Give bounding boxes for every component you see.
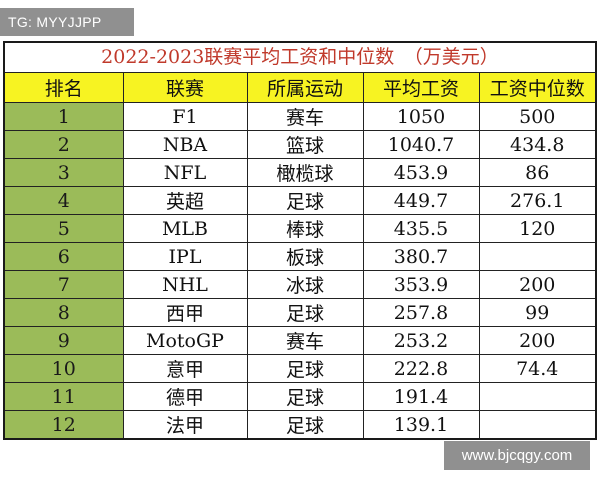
cell-league: 英超: [122, 186, 248, 215]
table-row: 5 MLB 棒球 435.5 120: [5, 214, 595, 243]
cell-rank: 6: [5, 242, 124, 271]
cell-avg-salary: 353.9: [362, 270, 480, 299]
cell-league: F1: [122, 102, 248, 131]
cell-sport: 橄榄球: [246, 158, 364, 187]
cell-avg-salary: 1040.7: [362, 130, 480, 159]
cell-sport: 足球: [246, 354, 364, 383]
cell-median-salary: [478, 242, 595, 271]
cell-avg-salary: 257.8: [362, 298, 480, 327]
cell-sport: 足球: [246, 410, 364, 438]
table-row: 11 德甲 足球 191.4: [5, 382, 595, 411]
cell-rank: 2: [5, 130, 124, 159]
cell-rank: 8: [5, 298, 124, 327]
cell-sport: 足球: [246, 298, 364, 327]
cell-league: MotoGP: [122, 326, 248, 355]
cell-avg-salary: 1050: [362, 102, 480, 131]
cell-sport: 棒球: [246, 214, 364, 243]
cell-rank: 1: [5, 102, 124, 131]
table-row: 8 西甲 足球 257.8 99: [5, 298, 595, 327]
cell-league: NBA: [122, 130, 248, 159]
cell-league: NHL: [122, 270, 248, 299]
cell-avg-salary: 380.7: [362, 242, 480, 271]
cell-avg-salary: 435.5: [362, 214, 480, 243]
table-row: 9 MotoGP 赛车 253.2 200: [5, 326, 595, 355]
cell-sport: 板球: [246, 242, 364, 271]
cell-rank: 11: [5, 382, 124, 411]
cell-median-salary: 200: [478, 326, 595, 355]
cell-sport: 赛车: [246, 102, 364, 131]
cell-avg-salary: 449.7: [362, 186, 480, 215]
table-row: 1 F1 赛车 1050 500: [5, 102, 595, 131]
cell-median-salary: 120: [478, 214, 595, 243]
cell-league: IPL: [122, 242, 248, 271]
cell-median-salary: 500: [478, 102, 595, 131]
cell-league: 法甲: [122, 410, 248, 438]
table-row: 2 NBA 篮球 1040.7 434.8: [5, 130, 595, 159]
table-row: 10 意甲 足球 222.8 74.4: [5, 354, 595, 383]
cell-median-salary: 434.8: [478, 130, 595, 159]
table-row: 3 NFL 橄榄球 453.9 86: [5, 158, 595, 187]
cell-league: 德甲: [122, 382, 248, 411]
header-rank: 排名: [5, 73, 124, 103]
cell-median-salary: 200: [478, 270, 595, 299]
header-sport: 所属运动: [246, 73, 364, 103]
cell-league: 意甲: [122, 354, 248, 383]
cell-sport: 篮球: [246, 130, 364, 159]
cell-rank: 5: [5, 214, 124, 243]
cell-rank: 9: [5, 326, 124, 355]
cell-avg-salary: 453.9: [362, 158, 480, 187]
cell-sport: 赛车: [246, 326, 364, 355]
cell-rank: 12: [5, 410, 124, 438]
cell-league: NFL: [122, 158, 248, 187]
cell-avg-salary: 253.2: [362, 326, 480, 355]
cell-rank: 3: [5, 158, 124, 187]
cell-sport: 足球: [246, 382, 364, 411]
table-row: 7 NHL 冰球 353.9 200: [5, 270, 595, 299]
table-title: 2022-2023联赛平均工资和中位数 （万美元）: [5, 43, 595, 73]
cell-median-salary: 86: [478, 158, 595, 187]
cell-league: MLB: [122, 214, 248, 243]
cell-sport: 冰球: [246, 270, 364, 299]
cell-median-salary: 74.4: [478, 354, 595, 383]
cell-sport: 足球: [246, 186, 364, 215]
cell-avg-salary: 139.1: [362, 410, 480, 438]
header-row: 排名 联赛 所属运动 平均工资 工资中位数: [5, 73, 595, 103]
header-avg-salary: 平均工资: [362, 73, 480, 103]
watermark-bottom: www.bjcqgy.com: [444, 441, 590, 470]
table-row: 6 IPL 板球 380.7: [5, 242, 595, 271]
table-row: 4 英超 足球 449.7 276.1: [5, 186, 595, 215]
cell-avg-salary: 191.4: [362, 382, 480, 411]
cell-median-salary: 99: [478, 298, 595, 327]
cell-median-salary: 276.1: [478, 186, 595, 215]
header-median-salary: 工资中位数: [478, 73, 595, 103]
watermark-top: TG: MYYJJPP: [0, 8, 134, 36]
cell-league: 西甲: [122, 298, 248, 327]
table-row: 12 法甲 足球 139.1: [5, 410, 595, 438]
salary-table: 2022-2023联赛平均工资和中位数 （万美元） 排名 联赛 所属运动 平均工…: [3, 41, 597, 440]
cell-rank: 7: [5, 270, 124, 299]
table-body: 1 F1 赛车 1050 500 2 NBA 篮球 1040.7 434.8 3 NFL 橄榄球 453.…: [5, 102, 595, 438]
table-grid: 排名 联赛 所属运动 平均工资 工资中位数 1 F1 赛车 1050 500 2 NBA 篮球…: [5, 73, 595, 438]
cell-avg-salary: 222.8: [362, 354, 480, 383]
header-league: 联赛: [122, 73, 248, 103]
cell-rank: 10: [5, 354, 124, 383]
cell-median-salary: [478, 382, 595, 411]
cell-rank: 4: [5, 186, 124, 215]
cell-median-salary: [478, 410, 595, 438]
